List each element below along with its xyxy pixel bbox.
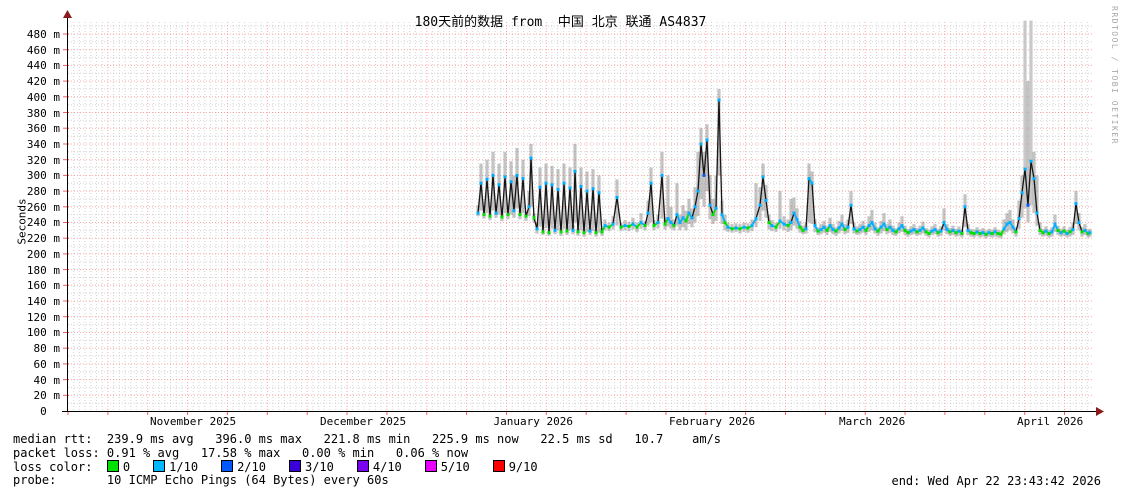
y-tick-label: 20 m xyxy=(33,389,61,403)
month-label: November 2025 xyxy=(150,415,237,428)
packet-loss-row: packet loss: 0.91 % avg 17.58 % max 0.00… xyxy=(13,446,469,460)
loss-color-swatch xyxy=(221,460,234,472)
loss-color-item-label: 5/10 xyxy=(440,460,470,474)
loss-color-item: 1/10 xyxy=(153,460,198,474)
y-tick-label: 380 m xyxy=(26,106,60,120)
y-tick-label: 220 m xyxy=(26,232,60,246)
graph-title: 180天前的数据 from 中国 北京 联通 AS4837 xyxy=(414,15,707,30)
y-tick-label: 480 m xyxy=(26,27,60,41)
y-tick-label: 340 m xyxy=(26,137,60,151)
month-label: April 2026 xyxy=(1017,415,1084,428)
loss-color-swatch xyxy=(106,460,119,472)
loss-color-item: 3/10 xyxy=(288,460,334,474)
loss-color-item-label: 4/10 xyxy=(372,460,402,474)
y-tick-label: 0 xyxy=(40,405,60,418)
loss-color-swatch xyxy=(153,460,166,472)
loss-color-item-label: 1/10 xyxy=(169,460,199,474)
month-label: January 2026 xyxy=(493,415,573,428)
rrdtool-watermark: RRDTOOL / TOBI OETIKER xyxy=(1110,6,1119,145)
loss-color-item: 0 xyxy=(106,460,131,474)
y-tick-label: 400 m xyxy=(26,90,60,104)
loss-color-item-label: 2/10 xyxy=(237,460,266,474)
loss-color-item: 9/10 xyxy=(492,460,538,474)
y-tick-label: 60 m xyxy=(33,357,61,371)
loss-color-item: 5/10 xyxy=(424,460,470,474)
probe-row: probe: 10 ICMP Echo Pings (64 Bytes) eve… xyxy=(13,473,389,487)
loss-color-row: loss color: 0 1/10 2/10 3/10 4/10 5/10 9/10 xyxy=(13,460,561,474)
y-tick-label: 100 m xyxy=(26,326,60,340)
loss-color-label: loss color: xyxy=(13,459,107,474)
median-rtt-row: median rtt: 239.9 ms avg 396.0 ms max 22… xyxy=(13,432,722,446)
y-tick-label: 80 m xyxy=(33,342,61,356)
loss-color-items: 0 1/10 2/10 3/10 4/10 5/10 9/10 xyxy=(106,460,561,474)
y-tick-label: 180 m xyxy=(26,263,60,277)
y-tick-label: 420 m xyxy=(26,75,60,89)
y-tick-label: 320 m xyxy=(26,153,60,167)
y-tick-label: 260 m xyxy=(26,200,60,214)
y-tick-label: 120 m xyxy=(26,310,60,324)
loss-color-item: 2/10 xyxy=(221,460,266,474)
y-tick-label: 240 m xyxy=(26,216,60,230)
loss-color-swatch xyxy=(288,460,301,472)
loss-color-item: 4/10 xyxy=(356,460,402,474)
loss-color-swatch xyxy=(356,460,369,472)
y-tick-label: 440 m xyxy=(26,59,60,73)
y-tick-label: 200 m xyxy=(26,247,60,261)
y-tick-label: 300 m xyxy=(26,169,60,183)
y-tick-label: 140 m xyxy=(26,295,60,309)
month-label: March 2026 xyxy=(839,415,906,428)
y-tick-label: 40 m xyxy=(33,373,61,387)
y-tick-label: 280 m xyxy=(26,185,60,199)
y-tick-label: 460 m xyxy=(26,43,60,57)
loss-color-swatch xyxy=(424,460,437,472)
loss-color-item-label: 3/10 xyxy=(304,460,334,474)
loss-color-item-label: 9/10 xyxy=(508,460,538,474)
y-tick-label: 160 m xyxy=(26,279,60,293)
y-tick-label: 360 m xyxy=(26,122,60,136)
month-label: February 2026 xyxy=(669,415,756,428)
end-timestamp: end: Wed Apr 22 23:43:42 2026 xyxy=(891,474,1101,488)
month-label: December 2025 xyxy=(320,415,407,428)
loss-color-swatch xyxy=(492,460,505,472)
loss-color-item-label: 0 xyxy=(122,460,131,474)
